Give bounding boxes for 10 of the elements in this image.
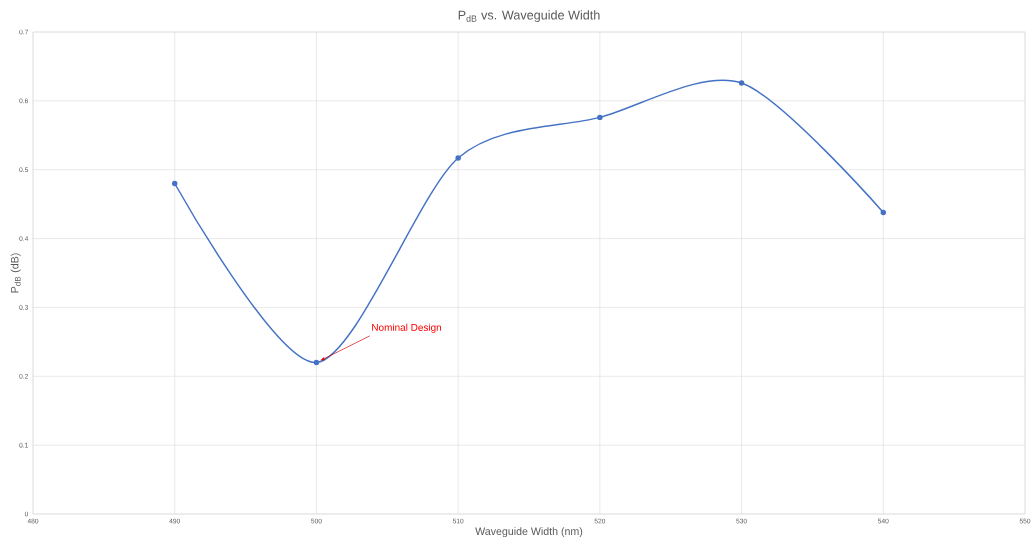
annotation: Nominal Design: [372, 323, 442, 333]
point: [455, 155, 461, 161]
point: [880, 209, 887, 216]
x-axis-title: Waveguide Width (nm): [475, 527, 583, 538]
y-axis-title: P$_{dB}$ (dB): [10, 253, 21, 293]
point: [738, 80, 745, 86]
point: [313, 359, 320, 366]
chart-title: P$_{dB}$ vs. Waveguide Width: [458, 10, 600, 22]
point: [597, 114, 603, 121]
point: [172, 180, 178, 187]
